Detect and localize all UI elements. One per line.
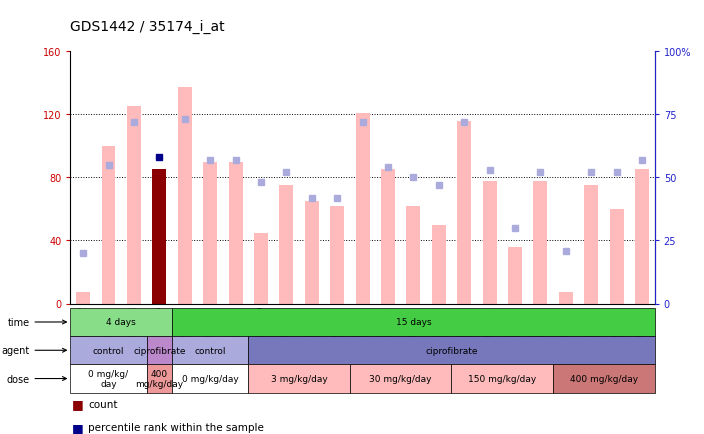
Bar xyxy=(152,170,166,304)
Text: percentile rank within the sample: percentile rank within the sample xyxy=(88,423,264,432)
Bar xyxy=(635,170,649,304)
Bar xyxy=(146,336,172,365)
Text: ■: ■ xyxy=(72,421,83,434)
Bar xyxy=(584,186,598,304)
Text: 3 mg/kg/day: 3 mg/kg/day xyxy=(270,374,327,383)
Bar xyxy=(249,365,350,393)
Bar xyxy=(356,113,370,304)
Bar xyxy=(553,365,655,393)
Text: 0 mg/kg/day: 0 mg/kg/day xyxy=(182,374,239,383)
Bar xyxy=(177,88,191,304)
Bar xyxy=(559,293,573,304)
Bar xyxy=(101,146,115,304)
Text: 0 mg/kg/
day: 0 mg/kg/ day xyxy=(89,369,129,388)
Bar xyxy=(451,365,553,393)
Bar xyxy=(70,365,146,393)
Text: dose: dose xyxy=(6,374,66,384)
Bar xyxy=(305,201,319,304)
Bar xyxy=(70,308,172,336)
Text: 30 mg/kg/day: 30 mg/kg/day xyxy=(370,374,432,383)
Bar xyxy=(172,308,655,336)
Text: 400
mg/kg/day: 400 mg/kg/day xyxy=(135,369,183,388)
Bar xyxy=(432,225,446,304)
Bar xyxy=(350,365,451,393)
Text: control: control xyxy=(93,346,125,355)
Bar xyxy=(249,336,655,365)
Bar xyxy=(483,181,496,304)
Text: ciprofibrate: ciprofibrate xyxy=(425,346,478,355)
Text: ■: ■ xyxy=(72,397,83,410)
Bar xyxy=(330,206,344,304)
Text: 150 mg/kg/day: 150 mg/kg/day xyxy=(468,374,536,383)
Bar xyxy=(279,186,294,304)
Bar xyxy=(172,365,249,393)
Bar xyxy=(127,107,141,304)
Bar xyxy=(203,162,217,304)
Text: control: control xyxy=(194,346,226,355)
Bar xyxy=(172,336,249,365)
Bar xyxy=(76,293,90,304)
Text: 4 days: 4 days xyxy=(106,318,136,327)
Bar xyxy=(70,336,146,365)
Text: ciprofibrate: ciprofibrate xyxy=(133,346,186,355)
Bar xyxy=(254,233,268,304)
Text: 400 mg/kg/day: 400 mg/kg/day xyxy=(570,374,638,383)
Bar xyxy=(406,206,420,304)
Text: count: count xyxy=(88,399,118,408)
Text: GDS1442 / 35174_i_at: GDS1442 / 35174_i_at xyxy=(70,20,225,34)
Text: time: time xyxy=(7,317,66,327)
Text: 15 days: 15 days xyxy=(396,318,431,327)
Bar xyxy=(229,162,242,304)
Text: agent: agent xyxy=(1,345,66,355)
Bar xyxy=(146,365,172,393)
Bar xyxy=(534,181,548,304)
Bar xyxy=(508,247,522,304)
Bar xyxy=(610,209,624,304)
Bar xyxy=(381,170,395,304)
Bar xyxy=(457,121,471,304)
